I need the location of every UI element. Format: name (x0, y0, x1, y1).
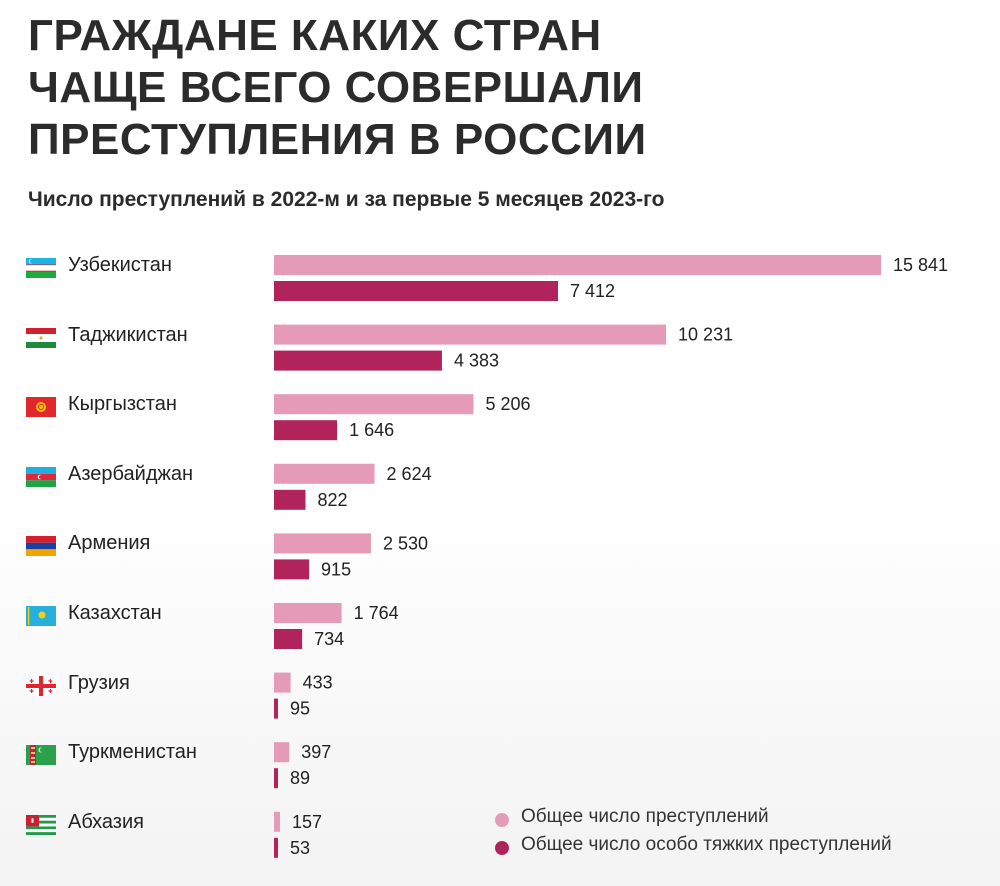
legend-swatch-total (495, 813, 509, 827)
bar-total-4 (274, 533, 371, 554)
value-label-total-5: 1 764 (354, 603, 399, 623)
bar-grave-2 (274, 420, 338, 441)
bar-total-2 (274, 394, 474, 415)
value-label-grave-7: 89 (290, 768, 310, 788)
uzbekistan-flag-icon (26, 258, 56, 278)
legend-label-grave: Общее число особо тяжких преступлений (521, 834, 892, 855)
value-label-total-0: 15 841 (893, 255, 948, 275)
bar-total-6 (274, 672, 291, 693)
azerbaijan-flag-icon (26, 466, 56, 487)
turkmenistan-flag-icon (26, 745, 56, 766)
country-label-7: Туркменистан (68, 741, 197, 764)
bar-grave-4 (274, 559, 310, 580)
bar-grave-5 (274, 629, 303, 649)
kazakhstan-flag-icon (26, 606, 56, 626)
value-label-grave-4: 915 (321, 559, 351, 579)
bar-grave-8 (274, 837, 278, 858)
value-label-total-6: 433 (303, 673, 333, 693)
country-label-0: Узбекистан (68, 254, 172, 276)
title-line-3: ПРЕСТУПЛЕНИЯ В РОССИИ (28, 115, 647, 164)
bar-total-8 (274, 811, 281, 832)
chart-title: ГРАЖДАНЕ КАКИХ СТРАН ЧАЩЕ ВСЕГО СОВЕРШАЛ… (28, 10, 828, 166)
bar-grave-7 (274, 768, 278, 789)
value-label-total-8: 157 (292, 812, 322, 832)
country-label-3: Азербайджан (68, 462, 194, 485)
country-label-2: Кыргызстан (68, 393, 177, 416)
country-label-1: Таджикистан (68, 323, 188, 346)
country-label-8: Абхазия (68, 810, 144, 833)
value-label-total-7: 397 (301, 742, 331, 762)
legend-label-total: Общее число преступлений (521, 806, 769, 827)
title-line-2: ЧАЩЕ ВСЕГО СОВЕРШАЛИ (28, 63, 644, 112)
bar-total-0 (274, 255, 881, 275)
value-label-grave-3: 822 (317, 490, 347, 510)
chart-subtitle: Число преступлений в 2022-м и за первые … (28, 188, 665, 211)
tajikistan-flag-icon (26, 327, 56, 348)
bar-total-3 (274, 463, 375, 484)
georgia-flag-icon (26, 675, 56, 696)
value-label-grave-1: 4 383 (454, 351, 499, 371)
value-label-grave-8: 53 (290, 838, 310, 858)
value-label-total-4: 2 530 (383, 533, 428, 553)
legend-swatch-grave (495, 841, 509, 855)
bar-total-7 (274, 742, 290, 763)
bar-total-1 (274, 324, 667, 345)
country-label-4: Армения (68, 532, 151, 555)
value-label-grave-0: 7 412 (570, 281, 615, 301)
bar-grave-0 (274, 281, 559, 301)
country-label-5: Казахстан (68, 602, 162, 624)
armenia-flag-icon (26, 536, 56, 557)
bar-grave-3 (274, 489, 306, 510)
value-label-grave-5: 734 (314, 629, 344, 649)
bar-grave-1 (274, 350, 442, 371)
value-label-grave-6: 95 (290, 699, 310, 719)
value-label-grave-2: 1 646 (349, 420, 394, 440)
kyrgyzstan-flag-icon (26, 397, 56, 418)
value-label-total-1: 10 231 (678, 325, 733, 345)
title-line-1: ГРАЖДАНЕ КАКИХ СТРАН (28, 11, 602, 60)
bar-grave-6 (274, 698, 278, 719)
abkhazia-flag-icon (26, 814, 56, 835)
country-label-6: Грузия (68, 671, 130, 694)
value-label-total-3: 2 624 (387, 464, 432, 484)
value-label-total-2: 5 206 (485, 394, 530, 414)
bar-total-5 (274, 603, 342, 623)
